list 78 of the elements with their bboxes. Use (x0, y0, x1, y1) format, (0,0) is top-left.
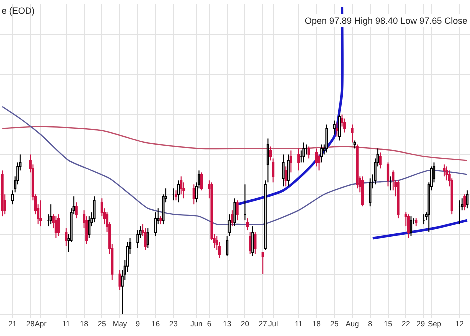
candlestick (397, 180, 400, 220)
candlestick (154, 212, 158, 238)
candlestick (269, 146, 272, 162)
candlestick (290, 150, 292, 174)
candlestick (374, 158, 377, 186)
candlestick (432, 162, 436, 184)
candlestick (344, 118, 346, 134)
candlestick (379, 152, 382, 170)
candlestick (234, 198, 236, 228)
candlestick (302, 142, 306, 164)
candlestick (178, 180, 180, 204)
candlestick (252, 226, 254, 257)
candlestick (284, 166, 288, 188)
candlestick (126, 242, 130, 273)
candlestick (386, 162, 390, 188)
candlestick (139, 226, 142, 239)
candlestick (308, 146, 310, 160)
candlestick (86, 216, 88, 245)
candlestick (249, 232, 252, 255)
candlestick (65, 228, 68, 247)
candlestick (216, 236, 218, 251)
text: Open 97.89 High 98.40 Low 97.65 Close (305, 16, 468, 26)
candlestick (75, 202, 78, 220)
candlestick (200, 172, 204, 192)
candlestick (228, 214, 232, 238)
candlestick (320, 144, 324, 164)
candlestick (54, 216, 58, 239)
candlestick (272, 158, 275, 184)
candlestick (446, 166, 448, 182)
candlestick (246, 218, 250, 232)
candlestick (464, 194, 466, 212)
candlestick (407, 214, 410, 239)
candlestick (415, 218, 418, 228)
candlestick (340, 114, 344, 128)
chart-title: e (EOD) (2, 6, 35, 16)
candlestick (450, 178, 454, 216)
candlestick (136, 230, 140, 249)
candlestick (100, 198, 104, 218)
candlestick (180, 176, 183, 196)
candlestick (1, 170, 4, 218)
candlestick (333, 120, 336, 136)
candlestick (93, 196, 96, 224)
candlestick (351, 124, 354, 144)
candlestick (192, 184, 196, 206)
candlestick (336, 122, 338, 138)
candlestick (443, 164, 446, 178)
candlestick (361, 176, 364, 208)
candlestick (326, 124, 328, 154)
candlestick (50, 204, 52, 226)
candlestick (174, 190, 178, 202)
candlestick (266, 138, 270, 184)
candlestick (318, 154, 321, 172)
candlestick (231, 210, 234, 228)
candlestick (182, 182, 186, 200)
candlestick (121, 270, 124, 315)
candlestick (160, 216, 162, 226)
candlestick (315, 148, 318, 168)
candlestick (118, 270, 122, 291)
candlestick (254, 232, 257, 255)
candlestick (11, 190, 14, 206)
candlestick (144, 228, 147, 251)
candlestick (40, 200, 42, 228)
candlestick (52, 214, 55, 230)
candlestick (210, 182, 214, 241)
candlestick (236, 200, 239, 222)
candlestick (218, 242, 221, 259)
candlestick (226, 236, 229, 257)
candlestick (146, 228, 150, 249)
candlestick (282, 154, 285, 188)
candlestick (57, 214, 60, 238)
candlestick (287, 154, 290, 188)
candlestick (356, 144, 359, 190)
candlestick (16, 162, 20, 186)
candlestick (298, 148, 300, 172)
candlestick (88, 216, 91, 239)
candlestick (410, 216, 413, 238)
candlestick (369, 178, 372, 208)
candlestick (354, 140, 356, 150)
